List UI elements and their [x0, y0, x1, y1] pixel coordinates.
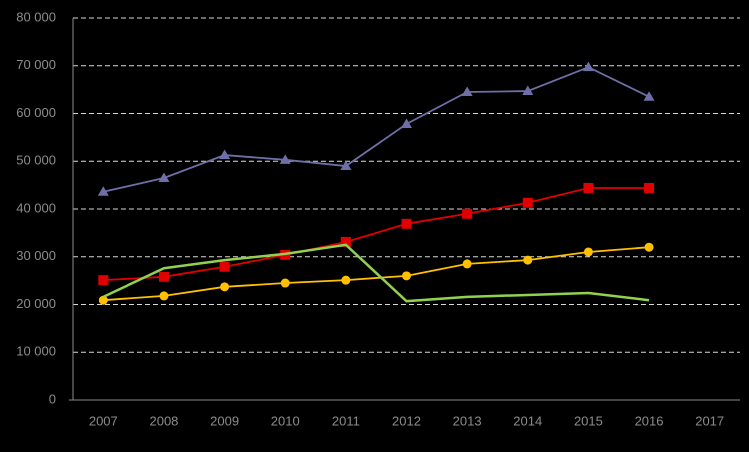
- x-tick-label: 2007: [89, 413, 118, 428]
- x-tick-label: 2013: [453, 413, 482, 428]
- marker: [462, 208, 473, 219]
- y-tick-label: 60 000: [16, 105, 56, 120]
- marker: [158, 271, 169, 282]
- marker: [644, 242, 654, 252]
- marker: [340, 160, 352, 171]
- x-tick-label: 2009: [210, 413, 239, 428]
- y-tick-label: 40 000: [16, 200, 56, 215]
- marker: [643, 91, 655, 101]
- marker: [280, 278, 290, 288]
- x-tick-label: 2015: [574, 413, 603, 428]
- marker: [461, 86, 473, 97]
- x-tick-label: 2017: [695, 413, 724, 428]
- marker: [340, 236, 351, 247]
- series-line: [103, 66, 650, 193]
- y-tick-label: 80 000: [16, 9, 56, 24]
- marker: [644, 182, 655, 193]
- marker: [402, 271, 411, 281]
- marker: [583, 247, 593, 257]
- series-line: [102, 243, 650, 303]
- series-line: [103, 187, 650, 282]
- marker: [219, 261, 230, 272]
- x-tick-label: 2010: [271, 413, 300, 428]
- marker: [522, 85, 534, 96]
- marker: [159, 291, 169, 301]
- x-tick-label: 2016: [635, 413, 664, 428]
- marker: [341, 275, 351, 285]
- marker: [158, 172, 170, 182]
- y-tick-label: 10 000: [16, 344, 56, 359]
- marker: [582, 61, 594, 72]
- y-tick-label: 30 000: [16, 248, 56, 263]
- x-tick-label: 2014: [513, 413, 542, 428]
- y-tick-label: 20 000: [16, 296, 56, 311]
- marker: [279, 154, 291, 164]
- marker: [97, 186, 109, 196]
- marker: [462, 259, 472, 269]
- marker: [522, 197, 533, 208]
- marker: [401, 118, 412, 129]
- y-tick-label: 50 000: [16, 153, 56, 168]
- x-tick-label: 2011: [332, 413, 360, 428]
- marker: [583, 182, 594, 193]
- series-line: [103, 246, 650, 302]
- y-tick-label: 70 000: [16, 57, 56, 72]
- marker: [220, 282, 230, 292]
- marker: [401, 218, 412, 229]
- marker: [219, 149, 231, 160]
- x-tick-label: 2008: [149, 413, 178, 428]
- x-tick-label: 2012: [392, 413, 421, 428]
- y-tick-label: 0: [49, 391, 56, 406]
- marker: [98, 295, 108, 305]
- marker: [98, 275, 109, 286]
- marker: [523, 255, 533, 265]
